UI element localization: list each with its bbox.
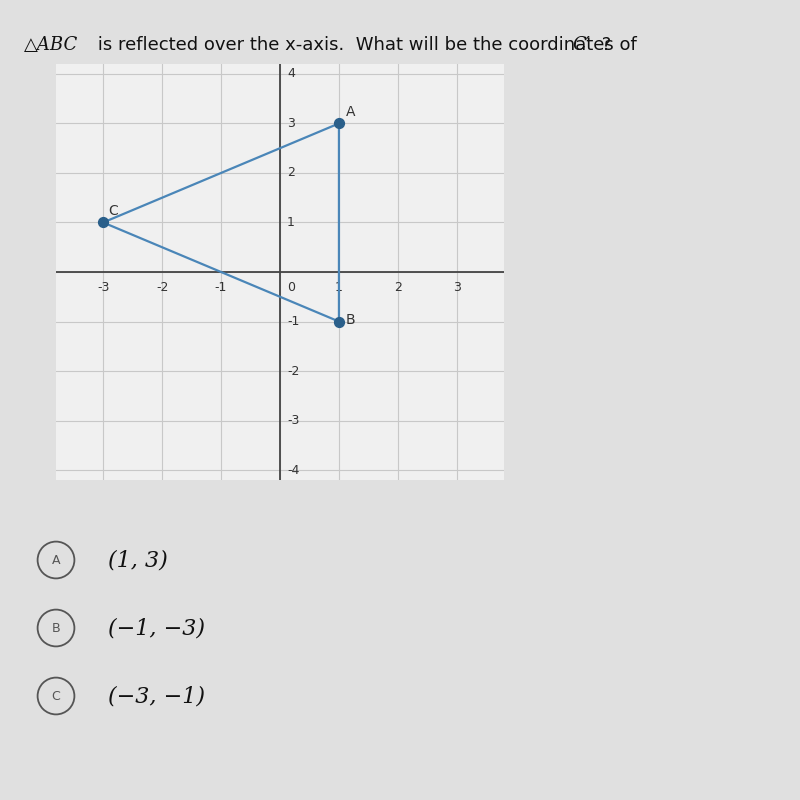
Text: ?: ? xyxy=(596,36,611,54)
Text: is reflected over the x-axis.  What will be the coordinates of: is reflected over the x-axis. What will … xyxy=(92,36,642,54)
Text: C′: C′ xyxy=(572,36,590,54)
Text: A: A xyxy=(346,105,355,119)
Text: -2: -2 xyxy=(156,281,168,294)
Text: 1: 1 xyxy=(287,216,295,229)
Text: 0: 0 xyxy=(287,281,295,294)
Text: △ABC: △ABC xyxy=(24,36,78,54)
Text: 2: 2 xyxy=(394,281,402,294)
Text: 1: 1 xyxy=(335,281,343,294)
Text: (−1, −3): (−1, −3) xyxy=(108,617,205,639)
Text: C: C xyxy=(52,690,60,702)
Point xyxy=(333,117,346,130)
Text: -1: -1 xyxy=(215,281,227,294)
Point xyxy=(97,216,110,229)
Text: 3: 3 xyxy=(287,117,295,130)
Text: C: C xyxy=(108,204,118,218)
Text: -1: -1 xyxy=(287,315,299,328)
Text: A: A xyxy=(52,554,60,566)
Text: (−3, −1): (−3, −1) xyxy=(108,685,205,707)
Text: -4: -4 xyxy=(287,463,299,477)
Text: (1, 3): (1, 3) xyxy=(108,549,168,571)
Point xyxy=(333,315,346,328)
Text: B: B xyxy=(52,622,60,634)
Text: 2: 2 xyxy=(287,166,295,179)
Text: 4: 4 xyxy=(287,67,295,81)
Text: 3: 3 xyxy=(453,281,461,294)
Text: -3: -3 xyxy=(287,414,299,427)
Text: B: B xyxy=(346,313,356,327)
Text: -3: -3 xyxy=(97,281,110,294)
Text: -2: -2 xyxy=(287,365,299,378)
